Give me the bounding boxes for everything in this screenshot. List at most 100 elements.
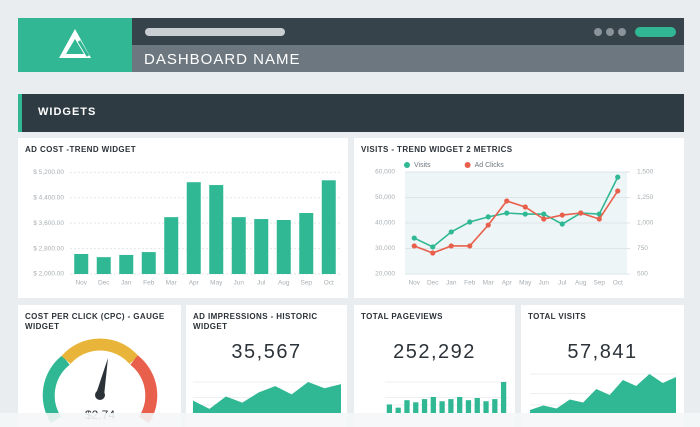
sparkline-bar [474,398,480,413]
kpi-value: 35,567 [231,341,302,363]
bar [321,180,336,274]
section-accent [18,94,22,132]
bar [164,217,179,274]
y-tick-label: $ 2,800.00 [33,245,64,252]
menu-dot [606,28,614,36]
line-point [485,214,491,220]
x-tick-label: Dec [98,280,110,287]
kpi-value: 252,292 [393,341,476,363]
widget-panel: AD COST -TREND WIDGET [18,138,348,298]
sparkline-bar [386,404,393,413]
x-tick-label: May [519,280,532,287]
logo [59,29,91,58]
line-point [596,216,602,222]
bar [141,252,156,274]
x-tick-label: Aug [575,280,587,287]
x-tick-label: Mar [166,280,178,287]
bar [209,185,224,274]
dashboard-title: DASHBOARD NAME [144,51,301,68]
bar [231,217,246,274]
menu-dot [618,28,626,36]
widget-title: AD COST -TREND WIDGET [25,145,137,154]
sparkline-bar [465,400,472,413]
widget-title: TOTAL PAGEVIEWS [361,312,443,321]
bar [276,220,291,274]
sparkline-bar [457,396,463,413]
line-point [448,243,454,249]
title-bar: DASHBOARD NAME [132,45,684,72]
y2-tick-label: 1,000 [637,220,654,227]
widget-title: AD IMPRESSIONS - HISTORIC WIDGET [193,312,318,331]
line-point [504,198,510,204]
y-tick-label: 40,000 [375,220,395,227]
bar [299,213,314,274]
y-tick-label: 50,000 [375,194,395,201]
line-point [522,211,528,217]
line-point [485,222,491,228]
sparkline-bar [413,402,419,413]
widget-title: TOTAL VISITS [528,312,587,321]
x-tick-label: Feb [143,280,155,287]
sparkline-bar [439,401,445,413]
sparkline-bar [404,400,410,413]
line-point [430,244,436,250]
x-tick-label: Jan [121,280,132,287]
y-tick-label: $ 3,600.00 [33,220,64,227]
x-tick-label: Oct [324,280,334,287]
x-tick-label: Oct [613,280,623,287]
gauge-arc [130,355,158,424]
x-tick-label: Sep [593,280,605,287]
line-point [615,188,621,194]
line-point [467,219,473,225]
x-tick-label: Apr [502,280,513,287]
top-bar [132,18,684,45]
action-button[interactable] [635,27,676,37]
y2-tick-label: 1,250 [637,194,654,201]
y-tick-label: 20,000 [375,271,395,278]
line-point [448,229,454,235]
line-point [541,216,547,222]
x-tick-label: Jul [558,280,567,287]
bar [119,254,134,274]
bar [254,219,269,274]
sparkline-bar [395,407,401,413]
x-tick-label: Jun [539,280,550,287]
legend-marker [464,162,471,168]
gauge-needle [96,358,108,396]
y-tick-label: $ 5,200.00 [33,169,64,176]
bar [186,182,201,274]
x-tick-label: Dec [427,280,439,287]
y-tick-label: 60,000 [375,169,395,176]
line-point [430,250,436,256]
sparkline-area [193,382,341,413]
logo-tile [18,18,132,72]
sparkline-bar [483,401,489,413]
section-title: WIDGETS [38,106,97,118]
line-point [411,243,417,249]
line-point [596,211,602,217]
x-tick-label: Jun [234,280,245,287]
line-point [504,210,510,216]
x-tick-label: Mar [483,280,495,287]
x-tick-label: May [210,280,223,287]
y-tick-label: $ 4,400.00 [33,194,64,201]
dropdown[interactable] [145,28,285,36]
widget-title: COST PER CLICK (CPC) - GAUGE WIDGET [25,312,165,331]
legend-marker [404,162,410,168]
line-point [522,204,528,210]
line [413,190,619,254]
sparkline-bar [448,399,454,413]
menu-dot [594,28,602,36]
sparkline-bar [492,399,498,413]
x-tick-label: Jan [446,280,457,287]
section-bar: WIDGETS [18,94,684,132]
gauge-arc [42,355,70,424]
x-tick-label: Apr [189,280,200,287]
bar [74,253,89,274]
x-tick-label: Jul [257,280,266,287]
line-point [559,212,565,218]
y2-tick-label: 1,500 [637,169,654,176]
x-tick-label: Aug [278,280,290,287]
legend-label: Visits [414,162,431,169]
